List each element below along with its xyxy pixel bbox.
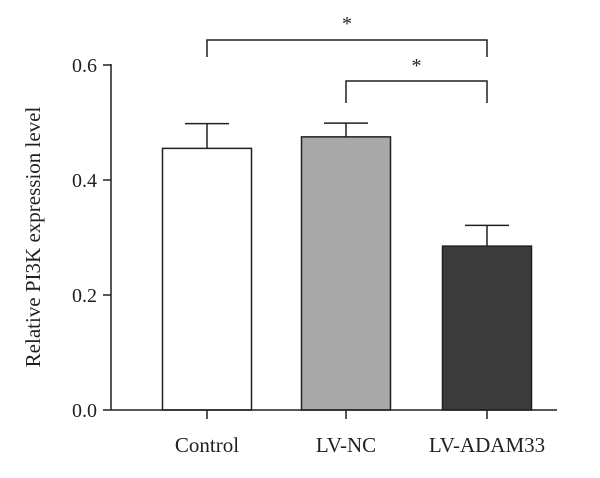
y-axis-label: Relative PI3K expression level: [21, 106, 45, 367]
axes-layer: 0.0 0.2 0.4 0.6 Control LV-NC LV-ADAM33: [72, 55, 557, 457]
x-tick-label: Control: [175, 433, 239, 457]
bar-lv-nc: [300, 136, 392, 411]
significance-star: *: [342, 13, 352, 35]
significance-bracket: [345, 80, 488, 103]
significance-bracket: [206, 39, 488, 57]
bar-lv-adam33: [441, 245, 533, 411]
y-tick-label: 0.0: [72, 400, 97, 422]
bar-control: [161, 147, 253, 411]
y-tick-label: 0.4: [72, 170, 97, 192]
significance-layer: **: [206, 13, 488, 103]
significance-star: *: [412, 55, 422, 77]
bars-layer: [161, 122, 533, 411]
y-tick-label: 0.6: [72, 55, 97, 77]
y-tick-label: 0.2: [72, 285, 97, 307]
x-tick-label: LV-ADAM33: [429, 433, 545, 457]
x-tick-label: LV-NC: [316, 433, 376, 457]
